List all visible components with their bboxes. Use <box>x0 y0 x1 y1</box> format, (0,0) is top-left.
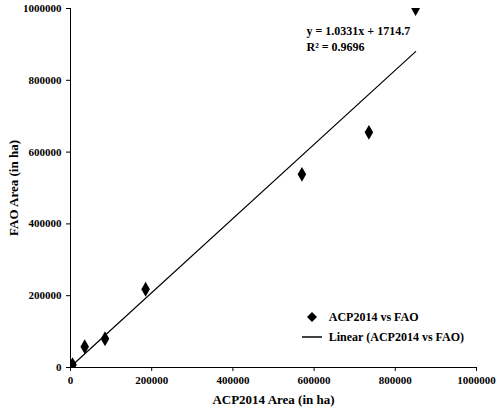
svg-text:400000: 400000 <box>216 374 250 386</box>
svg-text:1000000: 1000000 <box>457 374 496 386</box>
html-text:ACP2014 vs FAO: ACP2014 vs FAO <box>328 309 419 324</box>
svg-text:600000: 600000 <box>29 146 63 158</box>
svg-text:600000: 600000 <box>298 374 332 386</box>
html-text:Linear (ACP2014 vs FAO): Linear (ACP2014 vs FAO) <box>328 329 464 344</box>
svg-text:R² = 0.9696: R² = 0.9696 <box>307 40 365 54</box>
svg-text:0: 0 <box>56 361 62 373</box>
svg-text:400000: 400000 <box>29 217 63 229</box>
svg-text:1000000: 1000000 <box>23 2 62 14</box>
svg-text:ACP2014 Area (in ha): ACP2014 Area (in ha) <box>212 392 334 407</box>
svg-text:800000: 800000 <box>29 74 63 86</box>
svg-text:FAO Area (in ha): FAO Area (in ha) <box>6 140 21 236</box>
svg-text:200000: 200000 <box>29 289 63 301</box>
svg-text:200000: 200000 <box>135 374 169 386</box>
svg-text:y = 1.0331x + 1714.7: y = 1.0331x + 1714.7 <box>307 24 411 38</box>
svg-text:800000: 800000 <box>379 374 413 386</box>
svg-text:0: 0 <box>68 374 74 386</box>
